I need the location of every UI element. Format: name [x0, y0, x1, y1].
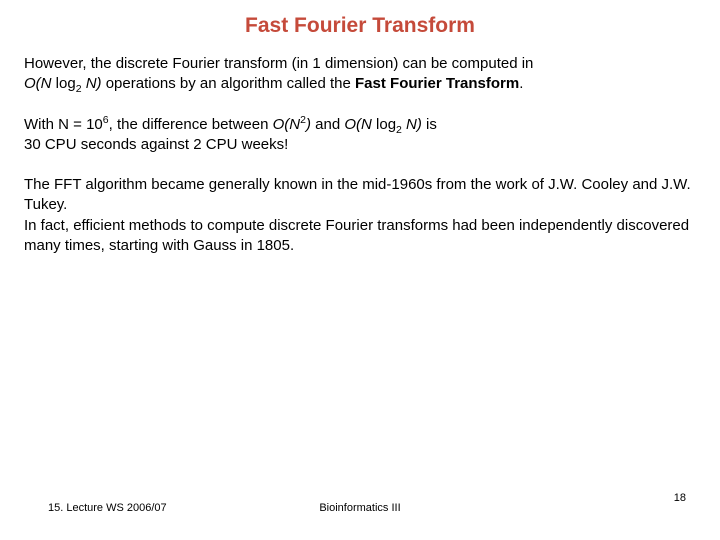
p2-prefix: With N = 10	[24, 116, 103, 133]
p2-and: and	[311, 116, 344, 133]
p1-bold-fft: Fast Fourier Transform	[355, 75, 519, 92]
slide-title: Fast Fourier Transform	[24, 14, 696, 38]
p2-onlog-o: O(N	[344, 116, 372, 133]
p2-mid1: , the difference between	[109, 116, 273, 133]
p1-line1: However, the discrete Fourier transform …	[24, 55, 533, 72]
p1-complexity-on: O(N	[24, 75, 52, 92]
footer-center-text: Bioinformatics III	[0, 502, 720, 514]
p1-close: N)	[82, 75, 102, 92]
p2-on2-o: O(N	[273, 116, 301, 133]
p2-onlog-log: log	[372, 116, 396, 133]
p2-is: is	[422, 116, 437, 133]
paragraph-2: With N = 106, the difference between O(N…	[24, 115, 696, 156]
p2-onlog-close: N)	[402, 116, 422, 133]
p1-rest: operations by an algorithm called the	[102, 75, 355, 92]
p3-line-a: The FFT algorithm became generally known…	[24, 176, 691, 213]
p1-end: .	[519, 75, 523, 92]
paragraph-1: However, the discrete Fourier transform …	[24, 54, 696, 95]
slide: Fast Fourier Transform However, the disc…	[0, 0, 720, 540]
paragraph-3: The FFT algorithm became generally known…	[24, 175, 696, 256]
p3-line-b: In fact, efficient methods to compute di…	[24, 217, 689, 254]
p1-log: log	[52, 75, 76, 92]
footer-page-number: 18	[674, 492, 686, 504]
p2-line2: 30 CPU seconds against 2 CPU weeks!	[24, 136, 288, 153]
